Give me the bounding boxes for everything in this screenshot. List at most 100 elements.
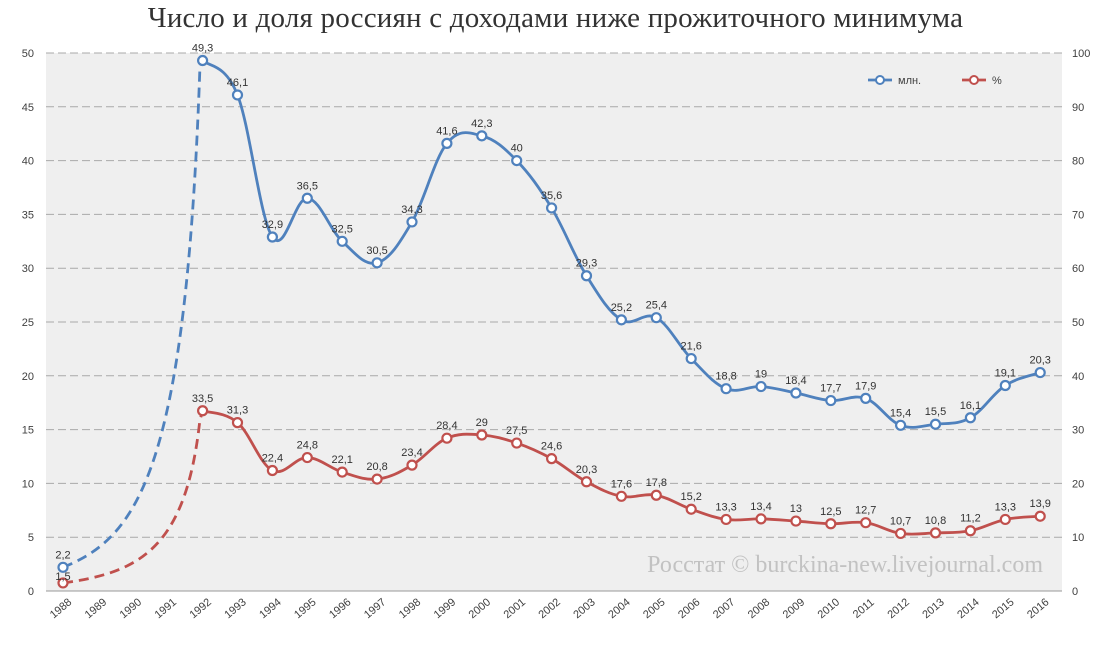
data-label: 18,8 (715, 371, 736, 383)
data-point (406, 459, 418, 471)
series-dashed-0 (62, 60, 204, 569)
data-label: 13,4 (750, 501, 771, 513)
x-tick-label: 2014 (955, 596, 981, 621)
data-point (580, 270, 593, 282)
data-label: 32,9 (262, 219, 283, 231)
legend: млн.% (868, 75, 1002, 87)
data-point (511, 437, 523, 449)
data-point (650, 312, 662, 324)
y-right-tick-label: 10 (1072, 532, 1084, 544)
y-left-tick-label: 0 (28, 586, 34, 598)
y-left-tick-label: 15 (22, 425, 34, 437)
y-right-tick-label: 40 (1072, 371, 1084, 383)
data-point (231, 417, 244, 429)
data-point (441, 432, 453, 444)
data-point (476, 429, 488, 441)
x-tick-label: 2011 (851, 597, 877, 621)
x-tick-label: 2010 (816, 596, 842, 621)
data-point (685, 352, 697, 365)
data-point (57, 561, 69, 573)
data-point (755, 380, 767, 393)
data-label: 20,3 (1029, 355, 1050, 367)
x-tick-label: 2005 (641, 596, 667, 621)
x-tick-label: 1999 (432, 596, 458, 621)
y-left-tick-label: 5 (28, 532, 34, 544)
x-tick-label: 2006 (676, 596, 702, 621)
data-label: 29,3 (576, 258, 597, 270)
y-right-tick-label: 50 (1072, 317, 1084, 329)
data-point (720, 383, 732, 395)
data-point (894, 527, 907, 540)
data-point (580, 476, 593, 488)
data-point (790, 515, 802, 527)
series-dashed-1 (62, 410, 204, 585)
data-point (371, 257, 383, 269)
data-point (511, 155, 523, 167)
data-label: 19,1 (995, 367, 1016, 379)
data-label: 19 (755, 369, 767, 381)
x-tick-label: 1990 (118, 596, 144, 621)
data-label: 15,5 (925, 406, 946, 418)
data-point (650, 489, 662, 501)
legend-label: % (992, 75, 1002, 87)
data-label: 33,5 (192, 393, 213, 405)
y-left-tick-label: 30 (22, 263, 34, 275)
data-point (615, 314, 628, 326)
x-tick-label: 1995 (292, 596, 318, 621)
data-point (371, 473, 383, 485)
x-tick-label: 2002 (536, 596, 562, 621)
x-tick-label: 2003 (571, 596, 597, 621)
data-point (57, 577, 69, 589)
data-label: 10,7 (890, 515, 911, 527)
data-point (825, 518, 837, 530)
data-point (476, 130, 488, 142)
data-point (197, 405, 209, 417)
data-point (860, 517, 872, 529)
y-right-tick-label: 100 (1072, 48, 1090, 60)
data-label: 16,1 (960, 400, 981, 412)
data-point (266, 231, 278, 243)
data-label: 42,3 (471, 118, 492, 130)
data-point (197, 54, 209, 67)
y-left-tick-label: 25 (22, 317, 34, 329)
data-point (266, 464, 278, 477)
legend-label: млн. (898, 75, 921, 87)
data-label: 23,4 (401, 447, 422, 459)
data-label: 17,8 (646, 477, 667, 489)
data-point (964, 412, 977, 424)
data-label: 15,2 (680, 491, 701, 503)
data-point (1034, 366, 1046, 379)
data-label: 29 (476, 417, 488, 429)
x-tick-label: 1989 (83, 596, 109, 621)
data-label: 22,1 (331, 454, 352, 466)
data-point (720, 513, 732, 526)
data-label: 32,5 (331, 223, 352, 235)
y-left-tick-label: 20 (22, 371, 34, 383)
data-point (894, 419, 907, 431)
data-label: 36,5 (297, 180, 318, 192)
x-tick-label: 1994 (257, 596, 283, 621)
x-tick-label: 1992 (187, 596, 213, 621)
x-tick-label: 1993 (222, 596, 248, 621)
y-left-tick-label: 45 (22, 102, 34, 114)
data-label: 40 (511, 143, 523, 155)
data-point (441, 137, 453, 149)
data-label: 12,5 (820, 506, 841, 518)
data-label: 22,4 (262, 452, 283, 464)
x-tick-label: 2009 (781, 596, 807, 621)
x-tick-label: 2013 (920, 596, 946, 621)
data-label: 28,4 (436, 420, 457, 432)
data-label: 20,3 (576, 464, 597, 476)
data-point (336, 466, 348, 478)
watermark: Росстат © burckina-new.livejournal.com (647, 552, 1043, 578)
x-tick-label: 2001 (502, 596, 528, 621)
data-label: 49,3 (192, 43, 213, 55)
data-label: 31,3 (227, 405, 248, 417)
x-tick-label: 2008 (746, 596, 772, 621)
y-left-tick-label: 10 (22, 478, 34, 490)
data-label: 46,1 (227, 77, 248, 89)
x-tick-label: 2004 (606, 596, 632, 621)
data-point (685, 503, 697, 515)
data-label: 27,5 (506, 425, 527, 437)
data-label: 15,4 (890, 407, 911, 419)
